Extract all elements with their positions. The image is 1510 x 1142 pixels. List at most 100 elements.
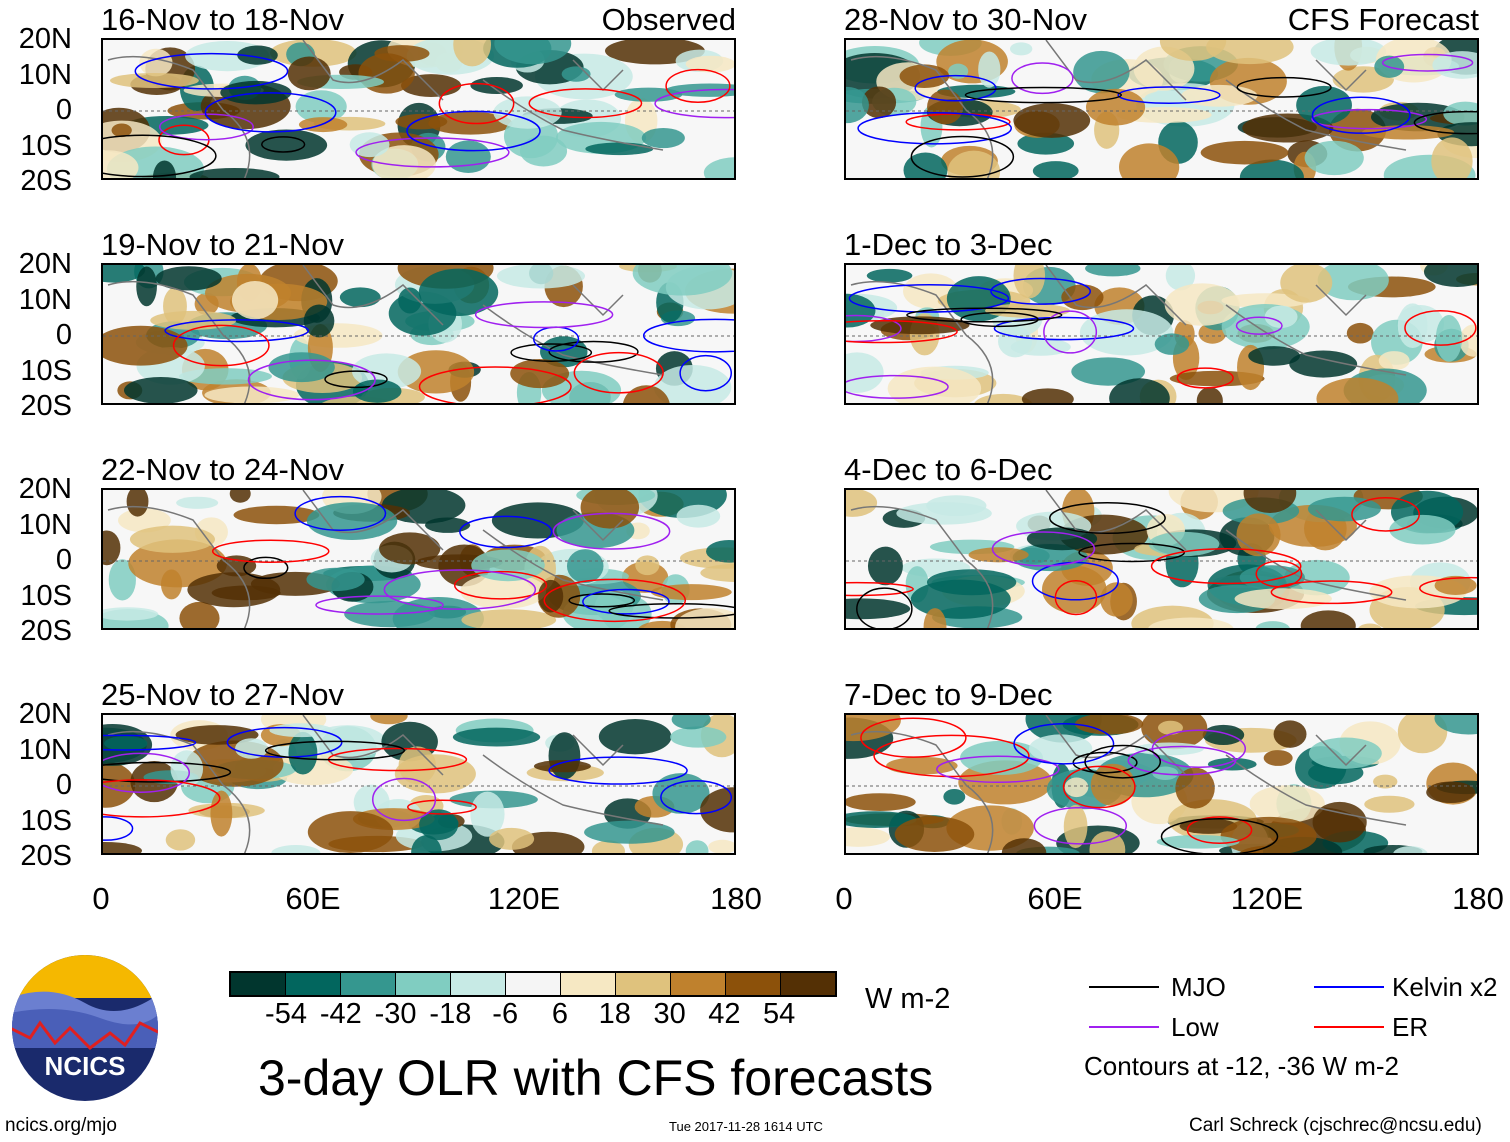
- lon-label-left-180: 180: [710, 881, 762, 916]
- olr-anomaly-blob: [1206, 40, 1294, 65]
- olr-map-panel: [101, 713, 736, 855]
- lat-label: 20N: [18, 473, 72, 505]
- olr-anomaly-blob: [927, 89, 964, 125]
- olr-map-panel: [844, 263, 1479, 405]
- olr-anomaly-blob: [580, 490, 640, 529]
- wave-contour: [1311, 108, 1428, 130]
- olr-anomaly-blob: [1001, 838, 1047, 853]
- coastline: [850, 265, 1407, 403]
- lon-label-right-180: 180: [1452, 881, 1504, 916]
- panel-title: 22-Nov to 24-Nov: [101, 452, 344, 487]
- olr-anomaly-blob: [1358, 623, 1382, 628]
- olr-anomaly-blob: [1164, 283, 1240, 326]
- olr-anomaly-blob: [453, 40, 492, 67]
- olr-anomaly-blob: [1263, 750, 1293, 766]
- wave-contour: [1236, 76, 1332, 98]
- olr-map-panel: [101, 263, 736, 405]
- olr-anomaly-blob: [1079, 309, 1174, 356]
- olr-anomaly-blob: [152, 160, 177, 178]
- olr-anomaly-blob: [846, 598, 911, 620]
- lat-label: 20S: [20, 390, 72, 422]
- wave-contour: [1351, 497, 1420, 532]
- olr-anomaly-blob: [1063, 804, 1088, 849]
- lat-label: 10N: [18, 283, 72, 316]
- olr-anomaly-blob: [1159, 40, 1227, 61]
- olr-anomaly-blob: [591, 840, 626, 853]
- lat-label: 10S: [20, 129, 72, 162]
- lat-label: 0: [55, 544, 72, 576]
- wave-contour: [243, 556, 289, 580]
- colorbar-swatch: [781, 973, 835, 995]
- colorbar-swatch: [341, 973, 396, 995]
- olr-anomaly-blob: [176, 496, 219, 509]
- olr-anomaly-blob: [496, 265, 586, 289]
- legend-line-kelvin: [1314, 986, 1384, 988]
- olr-anomaly-blob: [1021, 388, 1074, 403]
- olr-anomaly-blob: [1207, 757, 1257, 771]
- lon-label-right-60e: 60E: [1027, 881, 1083, 916]
- olr-anomaly-blob: [103, 325, 188, 366]
- olr-anomaly-blob: [706, 540, 734, 563]
- olr-anomaly-blob: [1196, 387, 1223, 403]
- colorbar-swatch: [396, 973, 451, 995]
- olr-anomaly-blob: [103, 761, 136, 808]
- legend-label-low: Low: [1171, 1012, 1219, 1042]
- wave-contour: [134, 52, 289, 90]
- wave-contour: [103, 779, 221, 818]
- wave-contour: [264, 740, 406, 761]
- colorbar-tick-label: 54: [763, 998, 796, 1030]
- olr-anomaly-blob: [1397, 715, 1448, 754]
- panel-tag: Observed: [601, 2, 736, 37]
- olr-anomaly-blob: [1424, 265, 1477, 287]
- wave-contour: [355, 137, 510, 168]
- wave-contour: [991, 531, 1096, 567]
- olr-anomaly-blob: [1026, 527, 1098, 551]
- olr-anomaly-blob: [978, 51, 1001, 88]
- wave-contour: [103, 134, 217, 178]
- olr-anomaly-blob: [943, 788, 966, 805]
- wave-contour: [1054, 580, 1098, 616]
- wave-contour: [582, 588, 670, 615]
- colorbar-tick-label: -54: [265, 998, 307, 1030]
- wave-contour: [418, 366, 572, 403]
- wave-contour: [660, 779, 733, 815]
- colorbar-tick-label: 30: [653, 998, 686, 1030]
- wave-contour: [552, 512, 671, 550]
- olr-anomaly-blob: [1434, 715, 1477, 735]
- olr-anomaly-blob: [438, 544, 491, 587]
- wave-contour: [294, 495, 387, 532]
- olr-anomaly-blob: [1389, 514, 1456, 545]
- olr-anomaly-blob: [210, 790, 233, 837]
- wave-contour: [1235, 316, 1283, 335]
- olr-anomaly-blob: [160, 569, 183, 600]
- lat-label: 20N: [18, 248, 72, 280]
- olr-anomaly-blob: [1154, 333, 1190, 355]
- wave-contour: [1151, 729, 1247, 769]
- wave-contour: [910, 135, 1015, 178]
- olr-anomaly-blob: [229, 490, 251, 503]
- wave-contour: [964, 86, 1123, 104]
- olr-anomaly-blob: [1317, 265, 1389, 301]
- colorbar-tick-label: -6: [492, 998, 519, 1030]
- olr-anomaly-blob: [170, 750, 204, 788]
- lat-label: 20N: [18, 23, 72, 55]
- olr-anomaly-blob: [155, 266, 222, 291]
- olr-anomaly-blob: [585, 142, 654, 156]
- olr-anomaly-blob: [676, 504, 721, 528]
- wave-contour: [993, 316, 1135, 341]
- olr-anomaly-blob: [1304, 140, 1364, 176]
- colorbar-swatch: [506, 973, 561, 995]
- lat-label: 20N: [18, 698, 72, 730]
- olr-anomaly-blob: [1013, 265, 1046, 299]
- wave-contour: [172, 324, 270, 367]
- wave-contour: [548, 756, 688, 785]
- legend-note: Contours at -12, -36 W m-2: [1084, 1051, 1399, 1081]
- olr-anomaly-blob: [109, 72, 199, 89]
- olr-anomaly-blob: [671, 715, 711, 730]
- olr-anomaly-blob: [103, 841, 142, 853]
- wave-contour: [1013, 723, 1115, 765]
- olr-anomaly-blob: [1264, 305, 1298, 329]
- olr-anomaly-blob: [538, 579, 564, 613]
- lon-label-left-120e: 120E: [487, 881, 561, 916]
- wave-contour: [247, 359, 376, 401]
